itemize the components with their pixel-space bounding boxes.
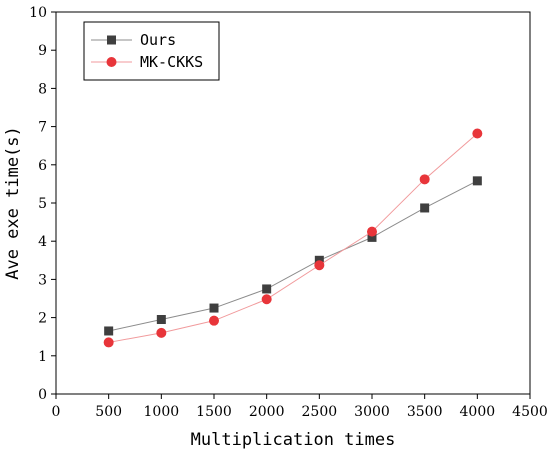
legend-marker <box>107 35 116 45</box>
y-tick-label: 4 <box>38 234 47 250</box>
y-axis-title: Ave exe time(s) <box>3 126 23 280</box>
data-point-circle <box>419 174 430 185</box>
data-point-circle <box>367 226 377 237</box>
data-point-square <box>420 203 430 213</box>
data-point-square <box>367 232 377 242</box>
legend-box <box>83 21 220 81</box>
x-tick-label: 4500 <box>512 404 548 420</box>
legend-label: Ours <box>140 31 176 49</box>
legend-label: MK-CKKS <box>140 53 203 71</box>
data-point-circle <box>314 260 325 271</box>
data-point-circle <box>103 337 114 348</box>
legend: Ours MK-CKKS <box>83 21 220 81</box>
y-tick-label: 10 <box>29 5 47 21</box>
y-tick-label: 5 <box>38 196 47 212</box>
data-point-square <box>472 176 482 186</box>
x-tick-label: 3000 <box>354 404 390 420</box>
y-tick-label: 7 <box>38 120 47 136</box>
data-point-circle <box>156 327 167 338</box>
data-point-square <box>262 284 272 294</box>
x-tick-label: 2500 <box>302 404 338 420</box>
data-point-circle <box>261 294 272 305</box>
y-tick-label: 3 <box>38 272 47 288</box>
data-point-square <box>156 315 166 325</box>
y-axis-ticks: 0 1 2 3 4 5 6 7 8 9 10 <box>29 5 56 403</box>
x-tick-label: 4000 <box>460 404 496 420</box>
x-tick-label: 1000 <box>144 404 180 420</box>
y-tick-label: 8 <box>38 81 47 97</box>
data-point-circle <box>472 128 483 139</box>
series-line-0 <box>108 180 478 332</box>
x-tick-label: 1500 <box>196 404 232 420</box>
x-tick-label: 500 <box>95 404 122 420</box>
y-tick-label: 0 <box>38 387 47 403</box>
data-point-square <box>209 303 219 313</box>
legend-marker <box>106 57 117 67</box>
y-tick-label: 2 <box>38 311 47 327</box>
y-tick-label: 6 <box>38 158 47 174</box>
y-tick-label: 9 <box>38 43 47 59</box>
data-point-square <box>104 326 114 336</box>
y-tick-label: 1 <box>38 349 47 365</box>
x-axis-title: Multiplication times <box>191 430 396 450</box>
x-tick-label: 2000 <box>249 404 285 420</box>
data-point-circle <box>209 315 219 326</box>
x-axis-ticks: 0 500 1000 1500 2000 2500 3000 3500 4000 4500 <box>52 394 548 420</box>
x-tick-label: 0 <box>52 404 61 420</box>
series-line-1 <box>108 133 478 343</box>
series-layer <box>103 128 483 348</box>
x-tick-label: 3500 <box>407 404 443 420</box>
